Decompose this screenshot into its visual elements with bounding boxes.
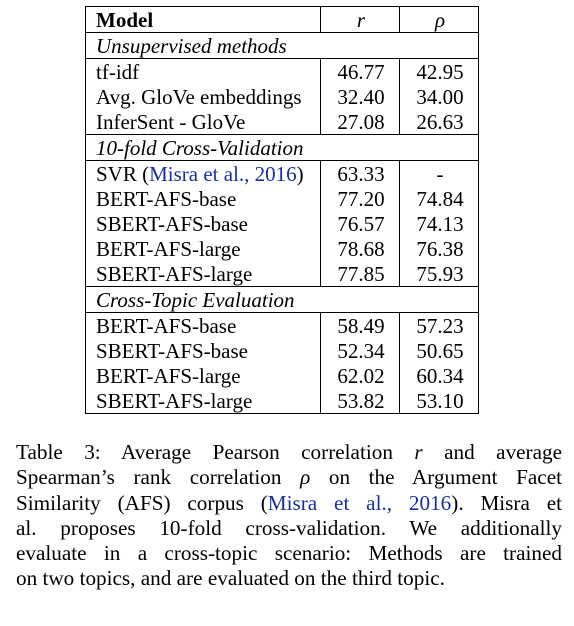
caption-text: and average: [444, 440, 563, 464]
section-header-cross-topic: Cross-Topic Evaluation: [85, 286, 479, 313]
row-rho: 60.34: [399, 363, 479, 388]
row-model: BERT-AFS-base: [85, 186, 321, 211]
row-r: 58.49: [320, 312, 400, 338]
section-header-unsupervised: Unsupervised methods: [85, 32, 479, 59]
table-row: tf-idf 46.77 42.95: [85, 58, 479, 84]
table-row: BERT-AFS-base 77.20 74.84: [85, 186, 479, 211]
table-row: SBERT-AFS-large 77.85 75.93: [85, 261, 479, 287]
caption-line: on two topics, and are evaluated on the …: [16, 566, 445, 591]
table-row: Avg. GloVe embeddings 32.40 34.00: [85, 84, 479, 109]
row-rho: 76.38: [399, 236, 479, 261]
row-model: BERT-AFS-large: [85, 236, 321, 261]
row-rho: -: [399, 160, 479, 186]
row-r: 77.20: [320, 186, 400, 211]
row-model: BERT-AFS-large: [85, 363, 321, 388]
row-r: 32.40: [320, 84, 400, 109]
row-rho: 74.13: [399, 211, 479, 236]
row-r: 53.82: [320, 388, 400, 414]
row-rho: 53.10: [399, 388, 479, 414]
citation-link[interactable]: Misra et al., 2016: [149, 161, 297, 186]
row-rho: 50.65: [399, 338, 479, 363]
row-r: 77.85: [320, 261, 400, 287]
section-title: Unsupervised methods: [85, 32, 479, 59]
row-rho: 42.95: [399, 58, 479, 84]
row-model: SBERT-AFS-base: [85, 338, 321, 363]
caption-text: ). Misra et: [451, 490, 563, 515]
row-r: 76.57: [320, 211, 400, 236]
table-row: BERT-AFS-large 62.02 60.34: [85, 363, 479, 388]
results-table: Model r ρ Unsupervised methods tf-idf 46…: [85, 6, 479, 414]
row-r: 52.34: [320, 338, 400, 363]
table-row: SBERT-AFS-base 76.57 74.13: [85, 211, 479, 236]
caption-line: Similarity (AFS) corpus (Misra et al., 2…: [16, 491, 562, 516]
pearson-r-symbol: r: [414, 440, 423, 464]
caption-line: evaluate in a cross-topic scenario: Meth…: [16, 541, 562, 566]
caption-text: Table 3: Average Pearson correlation: [16, 440, 393, 464]
row-model: SBERT-AFS-base: [85, 211, 321, 236]
row-rho: 57.23: [399, 312, 479, 338]
spearman-rho-symbol: ρ: [300, 465, 311, 490]
section-title: 10-fold Cross-Validation: [85, 134, 479, 161]
row-r: 63.33: [320, 160, 400, 186]
table-row: SVR (Misra et al., 2016) 63.33 -: [85, 160, 479, 186]
table-row: InferSent - GloVe 27.08 26.63: [85, 109, 479, 135]
row-r: 27.08: [320, 109, 400, 135]
caption-text: on the Argument Facet: [328, 465, 563, 490]
caption-line: Spearman’s rank correlation ρ on the Arg…: [16, 465, 562, 490]
row-r: 46.77: [320, 58, 400, 84]
table-row: BERT-AFS-base 58.49 57.23: [85, 312, 479, 338]
table-row: SBERT-AFS-large 53.82 53.10: [85, 388, 479, 414]
row-model: SBERT-AFS-large: [85, 388, 321, 414]
table-row: BERT-AFS-large 78.68 76.38: [85, 236, 479, 261]
table-header-row: Model r ρ: [85, 6, 479, 33]
row-r: 78.68: [320, 236, 400, 261]
row-rho: 74.84: [399, 186, 479, 211]
table-caption: Table 3: Average Pearson correlation r a…: [16, 440, 562, 592]
citation-link[interactable]: Misra et al., 2016: [267, 490, 452, 515]
row-model: tf-idf: [85, 58, 321, 84]
row-model-prefix: SVR (: [96, 161, 150, 186]
header-spearman-rho: ρ: [399, 6, 479, 33]
row-model: SBERT-AFS-large: [85, 261, 321, 287]
row-rho: 26.63: [399, 109, 479, 135]
row-model: InferSent - GloVe: [85, 109, 321, 135]
table-row: SBERT-AFS-base 52.34 50.65: [85, 338, 479, 363]
row-rho: 75.93: [399, 261, 479, 287]
row-rho: 34.00: [399, 84, 479, 109]
section-title: Cross-Topic Evaluation: [85, 286, 479, 313]
section-header-cross-validation: 10-fold Cross-Validation: [85, 134, 479, 161]
header-pearson-r: r: [320, 6, 400, 33]
row-r: 62.02: [320, 363, 400, 388]
row-model-suffix: ): [296, 161, 304, 186]
caption-line: al. proposes 10-fold cross-validation. W…: [16, 515, 562, 540]
row-model: BERT-AFS-base: [85, 312, 321, 338]
header-model: Model: [85, 6, 321, 33]
caption-line: Table 3: Average Pearson correlation r a…: [16, 440, 562, 465]
row-model: Avg. GloVe embeddings: [85, 84, 321, 109]
caption-text: Spearman’s rank correlation: [16, 465, 282, 490]
row-model: SVR (Misra et al., 2016): [85, 160, 321, 186]
caption-text: Similarity (AFS) corpus (: [16, 490, 268, 515]
